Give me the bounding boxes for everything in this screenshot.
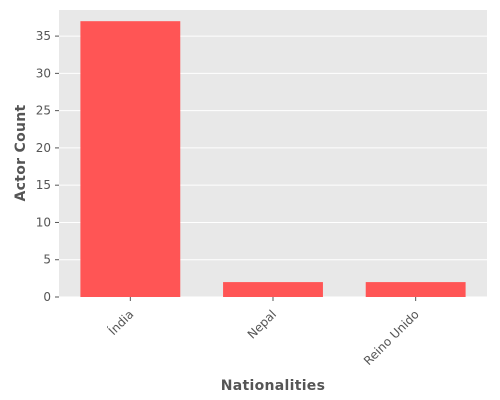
bar — [365, 282, 466, 297]
x-tick-label: Índia — [105, 307, 136, 338]
y-tick-label: 0 — [43, 290, 51, 304]
bars — [80, 21, 466, 297]
y-tick-label: 20 — [36, 141, 51, 155]
y-axis-ticks: 0 5 10 15 20 25 30 35 — [36, 29, 59, 304]
y-tick-label: 5 — [43, 253, 51, 267]
y-tick-label: 10 — [36, 215, 51, 229]
y-tick-label: 35 — [36, 29, 51, 43]
bar — [80, 21, 181, 297]
y-tick-label: 25 — [36, 104, 51, 118]
x-axis-label: Nationalities — [221, 378, 326, 394]
x-tick-label: Nepal — [245, 307, 279, 341]
x-tick-label: Reino Unido — [361, 307, 422, 368]
x-axis-ticks: Índia Nepal Reino Unido — [105, 297, 422, 368]
y-tick-label: 30 — [36, 66, 51, 80]
bar — [223, 282, 323, 297]
y-axis-label: Actor Count — [13, 104, 29, 201]
y-tick-label: 15 — [36, 178, 51, 192]
